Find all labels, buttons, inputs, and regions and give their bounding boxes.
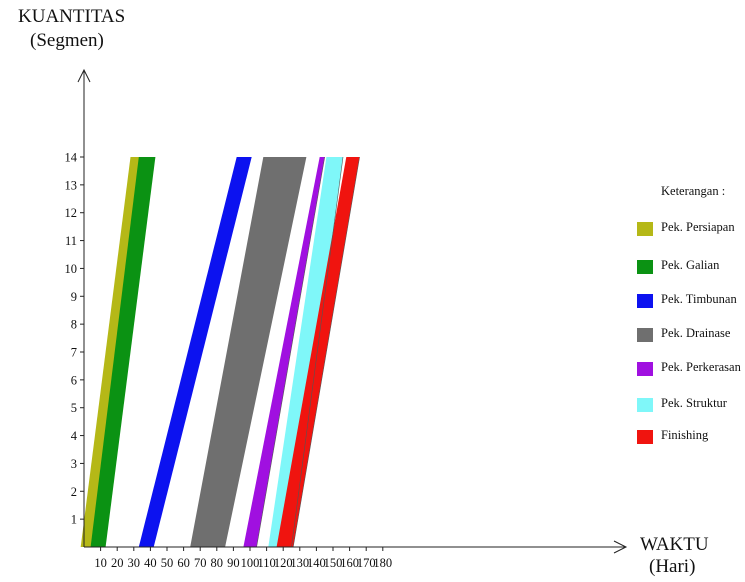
- legend-swatch: [637, 362, 653, 376]
- band-pek-timbunan: [138, 157, 252, 547]
- legend-label: Pek. Perkerasan: [661, 360, 741, 374]
- legend-label: Pek. Drainase: [661, 326, 731, 340]
- band-edge-line: [292, 156, 360, 548]
- legend-label: Pek. Galian: [661, 258, 720, 272]
- y-tick-label: 11: [65, 234, 77, 248]
- band-pek-galian: [90, 157, 156, 547]
- x-tick-label: 40: [144, 556, 157, 570]
- y-tick-label: 8: [71, 318, 77, 332]
- band-pek-drainase: [190, 157, 307, 547]
- band-finishing: [276, 157, 360, 547]
- y-tick-label: 14: [65, 151, 78, 165]
- activity-bands: [80, 156, 360, 548]
- y-tick-label: 5: [71, 401, 77, 415]
- y-tick-label: 1: [71, 513, 77, 527]
- legend-label: Pek. Struktur: [661, 396, 727, 410]
- y-tick-label: 2: [71, 485, 77, 499]
- x-ticks: 10 20 30 40 50 60 70 80 90 1001101201301401501601…: [94, 547, 392, 570]
- x-tick-label: 160: [340, 556, 359, 570]
- x-tick-label: 140: [307, 556, 326, 570]
- x-tick-label: 30: [128, 556, 141, 570]
- legend-label: Pek. Persiapan: [661, 220, 735, 234]
- y-tick-label: 3: [71, 457, 77, 471]
- x-axis-arrow: [613, 540, 628, 554]
- band-pek-perkerasan: [243, 157, 325, 547]
- legend-swatch: [637, 260, 653, 274]
- y-tick-label: 9: [71, 290, 77, 304]
- x-tick-label: 100: [241, 556, 260, 570]
- x-tick-label: 120: [274, 556, 293, 570]
- x-tick-label: 20: [111, 556, 124, 570]
- band-pek-persiapan: [80, 157, 141, 547]
- legend-swatch: [637, 328, 653, 342]
- band-edge-line: [291, 156, 344, 548]
- band-pek-struktur: [268, 157, 343, 547]
- x-tick-label: 110: [257, 556, 275, 570]
- y-axis-title: KUANTITAS: [18, 6, 126, 27]
- band-edge-line: [256, 156, 325, 548]
- x-tick-label: 170: [357, 556, 376, 570]
- y-tick-label: 7: [71, 346, 77, 360]
- x-axis-unit: (Hari): [649, 556, 696, 577]
- x-tick-label: 90: [227, 556, 240, 570]
- legend-swatch: [637, 222, 653, 236]
- y-tick-label: 13: [65, 178, 78, 192]
- y-tick-label: 6: [71, 373, 77, 387]
- x-tick-label: 130: [290, 556, 309, 570]
- x-tick-label: 80: [211, 556, 224, 570]
- legend-swatch: [637, 398, 653, 412]
- x-tick-label: 50: [161, 556, 174, 570]
- legend-swatch: [637, 430, 653, 444]
- y-tick-label: 10: [65, 262, 78, 276]
- y-tick-label: 4: [71, 429, 78, 443]
- y-axis-arrow: [77, 68, 91, 83]
- x-axis-title: WAKTU: [640, 534, 709, 555]
- x-tick-label: 10: [94, 556, 107, 570]
- legend-swatch: [637, 294, 653, 308]
- axes: [77, 68, 628, 554]
- x-tick-label: 60: [177, 556, 190, 570]
- legend-title: Keterangan :: [661, 184, 726, 198]
- y-axis-unit: (Segmen): [30, 30, 104, 51]
- x-tick-label: 70: [194, 556, 207, 570]
- legend-label: Finishing: [661, 428, 709, 442]
- y-tick-label: 12: [65, 206, 78, 220]
- x-tick-label: 180: [373, 556, 392, 570]
- x-tick-label: 150: [324, 556, 343, 570]
- legend-label: Pek. Timbunan: [661, 292, 737, 306]
